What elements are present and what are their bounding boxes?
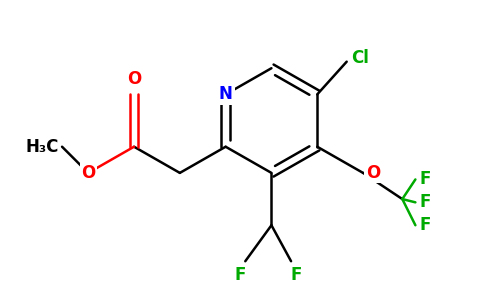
Text: O: O — [127, 70, 141, 88]
Text: F: F — [419, 193, 431, 211]
Text: Cl: Cl — [351, 50, 369, 68]
Text: N: N — [219, 85, 233, 103]
Text: F: F — [419, 170, 431, 188]
Text: F: F — [290, 266, 302, 284]
Text: O: O — [366, 164, 380, 182]
Text: F: F — [235, 266, 246, 284]
Text: F: F — [419, 216, 431, 234]
Text: H₃C: H₃C — [26, 138, 59, 156]
Text: O: O — [81, 164, 95, 182]
